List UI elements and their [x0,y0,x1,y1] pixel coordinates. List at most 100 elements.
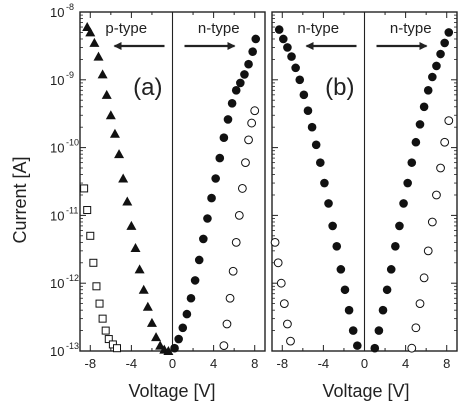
data-point-filled-circle [386,265,396,274]
y-tick-exponent: -11 [66,205,78,215]
data-point-filled-circle [374,326,384,335]
data-point-open-circle [241,158,250,168]
region-label: p-type [105,20,147,37]
x-tick-label: -8 [84,356,96,371]
data-point-filled-circle [444,28,454,37]
data-point-open-circle [423,246,433,256]
y-tick-exponent: -10 [66,138,79,148]
data-point-filled-circle [340,285,350,295]
data-point-open-circle [440,137,450,147]
data-point-filled-triangle [89,37,100,47]
data-point-filled-triangle [138,284,149,294]
data-point-filled-circle [399,199,408,208]
data-point-filled-circle [199,234,208,244]
data-point-open-square [104,335,113,344]
data-point-open-circle [247,118,257,128]
data-point-filled-triangle [155,340,166,350]
panel-b: -8 -4 0 4 8 (b) n-type n-type [270,11,458,371]
x-tick-label: 0 [361,356,368,371]
data-point-open-square [101,326,110,335]
data-point-filled-circle [227,99,237,108]
data-point-filled-circle [174,334,183,344]
panel-tag: (a) [133,74,162,101]
data-point-filled-circle [283,43,292,52]
data-point-filled-circle [194,255,204,265]
x-tick-label: -4 [126,356,138,371]
data-point-filled-triangle [101,89,112,99]
data-point-filled-circle [419,102,429,112]
data-point-open-circle [231,237,241,247]
data-point-filled-circle [190,276,200,285]
data-point-filled-circle [223,115,233,124]
data-point-filled-circle [182,309,192,319]
data-point-filled-circle [440,38,449,48]
y-tick-label: 10 [50,73,64,88]
data-point-filled-triangle [105,110,116,120]
x-axis-title-b: Voltage [V] [322,381,409,401]
data-point-open-square [113,344,121,353]
data-point-filled-circle [244,59,253,69]
data-point-filled-circle [336,265,346,274]
data-point-open-circle [250,106,260,116]
data-point-filled-circle [353,341,362,350]
data-point-filled-circle [407,158,417,167]
data-point-open-circle [244,135,253,145]
y-tick-label: 10 [50,141,64,156]
data-point-open-circle [225,293,235,303]
data-point-filled-circle [178,323,188,333]
data-point-filled-triangle [134,264,145,274]
data-point-open-square [83,206,92,215]
data-point-open-circle [219,341,229,351]
data-point-filled-circle [219,133,229,142]
data-point-open-circle [222,319,232,329]
x-tick-label: 8 [443,356,450,371]
data-point-filled-circle [303,106,313,116]
data-point-filled-circle [370,343,380,353]
data-point-filled-triangle [114,149,125,159]
data-point-open-circle [270,237,280,247]
data-point-open-circle [415,299,425,309]
data-point-filled-circle [428,72,437,82]
data-point-open-square [95,299,104,308]
data-point-filled-triangle [118,173,129,183]
data-point-filled-circle [186,293,196,303]
panel-tag: (b) [325,74,354,101]
data-point-filled-circle [211,174,220,183]
y-tick-label: 10 [50,276,64,291]
x-tick-label: 0 [169,356,176,371]
data-point-filled-circle [236,78,245,88]
data-point-filled-circle [344,305,354,315]
data-point-filled-circle [251,34,261,44]
data-point-filled-circle [207,193,216,203]
x-tick-label: -8 [276,356,288,371]
data-point-filled-circle [320,178,329,188]
data-point-open-square [89,258,98,267]
data-point-filled-circle [248,47,257,56]
x-tick-label: 4 [210,356,217,371]
data-point-open-circle [427,217,437,227]
x-axis-title-a: Voltage [V] [128,381,215,401]
data-point-open-circle [444,116,454,126]
data-point-open-circle [273,258,283,268]
data-point-filled-circle [295,75,305,85]
data-point-filled-circle [411,137,421,147]
data-point-filled-circle [432,61,441,71]
data-point-filled-circle [403,178,412,188]
y-tick-exponent: -13 [66,341,79,351]
data-point-filled-triangle [109,128,120,138]
data-point-filled-circle [328,221,337,231]
data-point-open-square [98,314,107,323]
data-point-open-circle [283,319,292,329]
region-label: n-type [390,20,432,37]
data-point-filled-triangle [151,332,162,342]
data-point-filled-circle [378,305,388,315]
data-point-filled-circle [170,343,179,353]
data-point-open-circle [436,163,445,173]
data-point-filled-triangle [130,243,141,253]
data-point-filled-triangle [126,220,137,230]
data-point-filled-circle [436,49,445,59]
data-point-open-circle [276,278,286,288]
x-tick-label: 4 [402,356,409,371]
